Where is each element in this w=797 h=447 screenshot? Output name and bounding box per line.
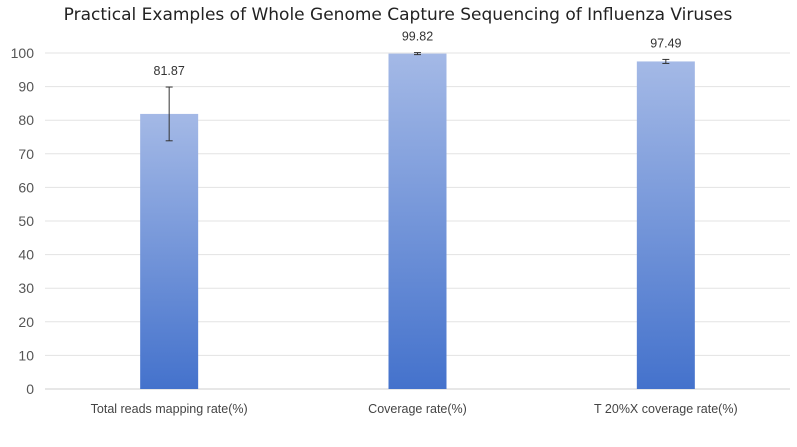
bar xyxy=(140,113,199,389)
x-category-label: Total reads mapping rate(%) xyxy=(91,402,248,416)
y-tick-label: 100 xyxy=(11,45,35,61)
y-tick-label: 80 xyxy=(18,112,34,128)
bar xyxy=(388,53,447,390)
data-label: 81.87 xyxy=(154,64,185,78)
y-axis-ticks: 0 10 20 30 40 50 60 70 80 90 100 xyxy=(11,45,35,397)
y-tick-label: 20 xyxy=(18,314,34,330)
error-bar xyxy=(165,86,173,142)
y-tick-label: 60 xyxy=(18,179,34,195)
y-tick-label: 90 xyxy=(18,79,34,95)
x-category-label: T 20%X coverage rate(%) xyxy=(594,402,738,416)
x-category-label: Coverage rate(%) xyxy=(368,402,467,416)
data-label: 99.82 xyxy=(402,30,433,44)
y-tick-label: 30 xyxy=(18,280,34,296)
y-tick-label: 50 xyxy=(18,213,34,229)
chart-title: Practical Examples of Whole Genome Captu… xyxy=(64,5,733,25)
y-tick-label: 0 xyxy=(26,381,34,397)
data-labels: 81.87 99.82 97.49 xyxy=(154,30,682,78)
y-tick-label: 40 xyxy=(18,247,34,263)
data-label: 97.49 xyxy=(650,36,681,50)
error-bars xyxy=(165,52,670,142)
bar xyxy=(636,61,695,390)
y-tick-label: 70 xyxy=(18,146,34,162)
bars xyxy=(140,53,695,390)
error-bar xyxy=(662,58,670,64)
x-axis-categories: Total reads mapping rate(%) Coverage rate… xyxy=(91,402,738,416)
error-bar xyxy=(414,52,421,56)
y-tick-label: 10 xyxy=(18,347,34,363)
